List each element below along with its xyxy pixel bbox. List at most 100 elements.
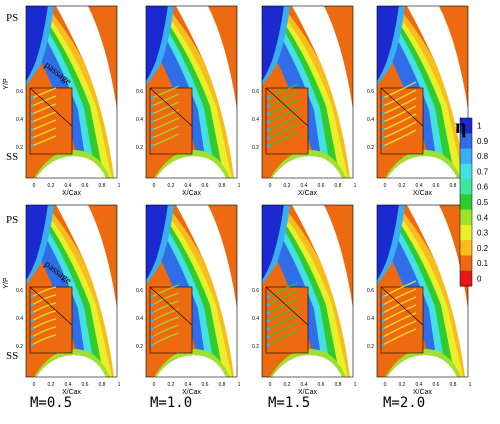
legend-swatch <box>460 118 472 134</box>
y-tick-label: 0.2 <box>16 344 23 350</box>
x-tick-label: 0.2 <box>168 382 175 388</box>
legend-tick-label: 1 <box>477 122 482 131</box>
x-tick-label: 0.2 <box>48 382 55 388</box>
contour-panel: 0 0.2 0.4 0.6 0.8 1 X/Cax 0.2 0.4 0.6 <box>136 204 241 396</box>
x-tick-label: 0.2 <box>48 183 55 189</box>
x-tick-label: 0.8 <box>335 183 342 189</box>
y-tick-label: 0.2 <box>367 145 374 151</box>
y-tick-label: 0.6 <box>16 288 23 294</box>
ps-label-row1: PS <box>6 12 19 24</box>
x-tick-label: 0.6 <box>318 183 325 189</box>
x-axis-label: X/Cax <box>62 190 82 197</box>
x-axis-label: X/Cax <box>182 389 202 396</box>
ss-label-row1: SS <box>6 151 19 163</box>
x-tick-label: 0 <box>153 183 156 189</box>
x-axis-label: X/Cax <box>182 190 202 197</box>
m-label-2: M=1.0 <box>150 395 193 411</box>
legend-tick-label: 0 <box>477 274 482 283</box>
x-tick-label: 0.6 <box>202 382 209 388</box>
x-tick-label: 1 <box>238 382 241 388</box>
y-tick-label: 0.6 <box>136 288 143 294</box>
x-tick-label: 0.8 <box>99 183 106 189</box>
legend-swatch <box>460 133 472 150</box>
contour-panel: 0 0.2 0.4 0.6 0.8 1 X/Cax 0.2 0.4 0.6 <box>136 5 241 197</box>
x-tick-label: 0.6 <box>82 183 89 189</box>
x-axis-label: X/Cax <box>298 389 318 396</box>
y-tick-label: 0.4 <box>252 117 259 123</box>
legend-swatch <box>460 270 472 287</box>
x-tick-label: 0.4 <box>301 382 308 388</box>
m-label-1: M=0.5 <box>30 395 73 411</box>
x-tick-label: 0 <box>153 382 156 388</box>
x-tick-label: 0.8 <box>450 382 457 388</box>
x-tick-label: 0.8 <box>335 382 342 388</box>
legend-swatch <box>460 255 472 272</box>
legend-swatch <box>460 163 472 180</box>
legend-swatch <box>460 148 472 165</box>
x-tick-label: 0.6 <box>82 382 89 388</box>
x-tick-label: 0 <box>384 382 387 388</box>
x-tick-label: 0.4 <box>65 183 72 189</box>
y-tick-label: 0.4 <box>136 316 143 322</box>
y-tick-label: 0.2 <box>136 344 143 350</box>
x-tick-label: 0.2 <box>284 382 291 388</box>
y-tick-label: 0.2 <box>16 145 23 151</box>
x-tick-label: 0.6 <box>202 183 209 189</box>
y-axis-label: Y/P <box>3 78 10 90</box>
x-tick-label: 0.8 <box>99 382 106 388</box>
x-tick-label: 0 <box>384 183 387 189</box>
legend-swatch <box>460 209 472 226</box>
x-tick-label: 0 <box>269 183 272 189</box>
y-tick-label: 0.6 <box>367 89 374 95</box>
legend-tick-label: 0.7 <box>477 167 489 176</box>
y-tick-label: 0.6 <box>16 89 23 95</box>
legend-tick-label: 0.8 <box>477 152 489 161</box>
y-tick-label: 0.4 <box>367 117 374 123</box>
x-tick-label: 0.4 <box>185 382 192 388</box>
y-tick-label: 0.4 <box>252 316 259 322</box>
legend-swatch <box>460 224 472 241</box>
x-axis-label: X/Cax <box>62 389 82 396</box>
y-tick-label: 0.4 <box>16 117 23 123</box>
x-tick-label: 0.4 <box>416 382 423 388</box>
x-axis-label: X/Cax <box>413 389 433 396</box>
ss-label-row2: SS <box>6 350 19 362</box>
legend-swatch <box>460 194 472 211</box>
x-tick-label: 0.2 <box>284 183 291 189</box>
y-tick-label: 0.4 <box>367 316 374 322</box>
legend-tick-label: 0.2 <box>477 244 489 253</box>
x-tick-label: 0.6 <box>433 183 440 189</box>
ps-label-row2: PS <box>6 214 19 226</box>
x-tick-label: 0.2 <box>168 183 175 189</box>
legend-tick-label: 0.5 <box>477 198 489 207</box>
x-axis-label: X/Cax <box>298 190 318 197</box>
x-tick-label: 0.4 <box>65 382 72 388</box>
y-tick-label: 0.2 <box>367 344 374 350</box>
x-tick-label: 1 <box>118 183 121 189</box>
x-tick-label: 1 <box>118 382 121 388</box>
x-tick-label: 0.2 <box>399 382 406 388</box>
y-tick-label: 0.4 <box>136 117 143 123</box>
contour-panel: 0 0.2 0.4 0.6 0.8 1 X/Cax 0.2 0.4 0.6 <box>367 204 472 396</box>
x-tick-label: 1 <box>354 382 357 388</box>
x-tick-label: 0.6 <box>433 382 440 388</box>
x-tick-label: 0 <box>33 382 36 388</box>
legend-tick-label: 0.9 <box>477 137 489 146</box>
x-tick-label: 0.4 <box>301 183 308 189</box>
legend-tick-label: 0.4 <box>477 213 489 222</box>
legend-swatch <box>460 240 472 256</box>
contour-panel: 0 0.2 0.4 0.6 0.8 1 X/Cax 0.2 0.4 0.6 <box>252 5 357 197</box>
x-tick-label: 1 <box>238 183 241 189</box>
x-axis-label: X/Cax <box>413 190 433 197</box>
y-tick-label: 0.6 <box>136 89 143 95</box>
y-tick-label: 0.6 <box>367 288 374 294</box>
y-tick-label: 0.4 <box>16 316 23 322</box>
x-tick-label: 0.6 <box>318 382 325 388</box>
legend-tick-label: 0.3 <box>477 229 489 238</box>
legend-tick-label: 0.6 <box>477 183 489 192</box>
x-tick-label: 0.8 <box>219 183 226 189</box>
x-tick-label: 1 <box>354 183 357 189</box>
